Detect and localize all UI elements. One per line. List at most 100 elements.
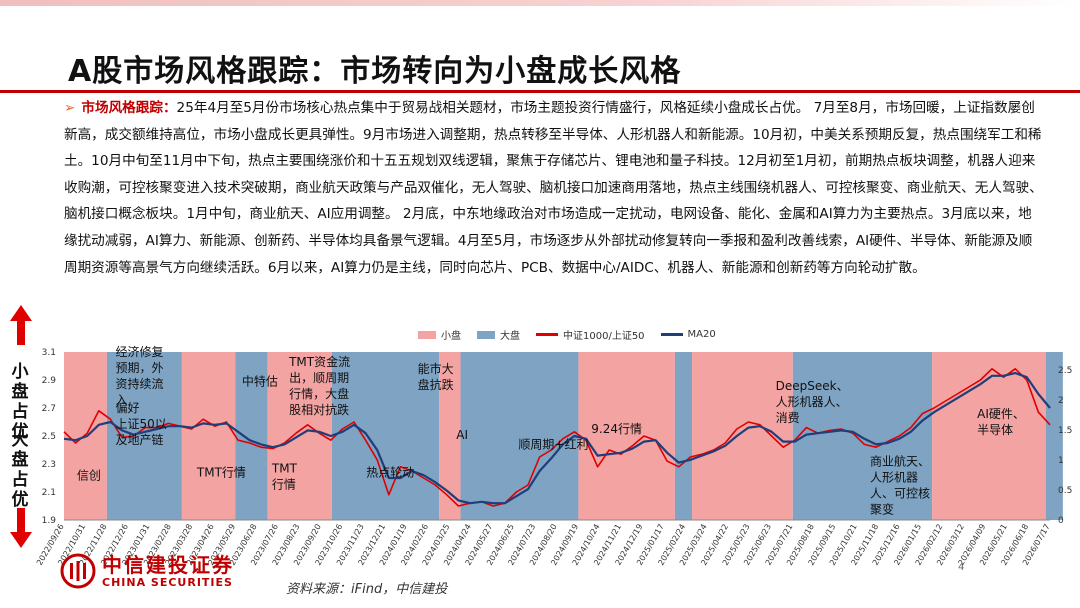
legend-swatch xyxy=(536,333,558,336)
annotation-line: 消费 xyxy=(776,411,800,425)
logo-emblem-icon xyxy=(60,553,96,589)
left-tick-label: 2.3 xyxy=(42,460,56,470)
small-cap-band xyxy=(439,352,461,520)
annotation-line: 盘抗跌 xyxy=(418,377,454,392)
large-cap-band xyxy=(792,352,933,520)
large-cap-band xyxy=(331,352,440,520)
x-tick-label: 2024/01/19 xyxy=(378,523,409,567)
large-cap-band xyxy=(460,352,579,520)
x-tick-label: 2026/07/17 xyxy=(1021,523,1052,567)
chart-annotation: TMT行情 xyxy=(196,466,246,480)
left-tick-label: 2.5 xyxy=(42,432,56,442)
legend-label: 大盘 xyxy=(500,331,520,342)
x-tick-label: 2026/06/18 xyxy=(999,523,1030,567)
annotation-line: 及地产链 xyxy=(115,432,163,447)
x-tick-label: 2024/11/21 xyxy=(592,523,623,567)
source-note: 资料来源：iFind，中信建投 xyxy=(286,582,448,597)
side-label-small-cap: 小盘占优 xyxy=(11,362,29,442)
legend-item-large-cap: 大盘 xyxy=(477,327,520,342)
chart-annotation: 顺周期+红利 xyxy=(518,437,588,452)
small-cap-band xyxy=(267,352,332,520)
chart-annotation: 9.24行情 xyxy=(591,422,642,436)
annotation-line: 上证50以 xyxy=(115,417,166,431)
annotation-line: 商业航天、 xyxy=(870,453,930,468)
right-tick-label: 0.5 xyxy=(1058,486,1072,496)
annotation-line: TMT行情 xyxy=(196,466,246,480)
right-tick-label: 1.5 xyxy=(1058,426,1072,436)
x-tick-label: 2025/10/21 xyxy=(828,523,859,567)
x-tick-label: 2024/10/24 xyxy=(571,523,602,567)
annotation-line: 中特估 xyxy=(242,374,278,389)
x-tick-label: 2026/05/21 xyxy=(978,522,1009,566)
large-cap-band xyxy=(1045,352,1063,520)
x-tick-label: 2025/09/15 xyxy=(807,523,838,567)
legend-swatch xyxy=(418,330,436,339)
chart-annotation: TMT资金流出，顺周期行情，大盘股相对抗跌 xyxy=(288,354,350,417)
annotation-line: 经济修复 xyxy=(115,344,163,359)
small-cap-band xyxy=(692,352,793,520)
x-tick-label: 2025/07/21 xyxy=(764,523,795,567)
x-tick-label: 2024/08/20 xyxy=(528,523,559,567)
annotation-line: 行情，大盘 xyxy=(289,386,349,401)
annotation-line: 顺周期+红利 xyxy=(518,437,588,452)
legend-swatch xyxy=(660,333,683,336)
left-tick-label: 3.1 xyxy=(42,348,56,358)
annotation-line: AI xyxy=(456,428,468,442)
annotation-line: 出，顺周期 xyxy=(289,371,349,385)
side-label-large-cap: 大盘占优 xyxy=(11,430,29,510)
ma20-line xyxy=(63,371,1051,505)
x-tick-label: 2023/09/20 xyxy=(292,523,323,567)
x-tick-label: 2025/04/22 xyxy=(699,523,730,567)
chart-annotation: 中特估 xyxy=(242,374,278,389)
x-tick-label: 2025/11/18 xyxy=(849,523,880,567)
top-accent-bar xyxy=(0,0,1080,6)
chart-annotation: 经济修复预期，外资持续流入 xyxy=(115,344,163,407)
legend-item-ratio: 中证1000/上证50 xyxy=(536,327,645,342)
x-tick-label: 2024/07/23 xyxy=(506,523,537,567)
annotation-line: 热点轮动 xyxy=(366,466,414,480)
ratio-line xyxy=(63,367,1051,507)
page-number: 4 xyxy=(958,562,965,573)
x-tick-label: 2024/03/25 xyxy=(421,523,452,567)
x-tick-label: 2024/12/19 xyxy=(614,523,645,567)
legend-item-ma20: MA20 xyxy=(660,329,716,340)
annotation-line: 人形机器 xyxy=(870,470,918,484)
x-tick-label: 2025/12/16 xyxy=(871,523,902,567)
x-tick-label: 2025/08/18 xyxy=(785,523,816,567)
paragraph-text: 25年4月至5月份市场核心热点集中于贸易战相关题材，市场主题投资行情盛行，风格延… xyxy=(64,100,1043,276)
legend-item-small-cap: 小盘 xyxy=(418,327,461,342)
legend-label: MA20 xyxy=(687,329,716,340)
x-tick-label: 2024/04/24 xyxy=(442,523,473,567)
chart-annotation: AI硬件、半导体 xyxy=(977,407,1025,437)
annotation-line: 半导体 xyxy=(977,423,1013,437)
left-tick-label: 2.1 xyxy=(42,488,56,498)
annotation-line: 聚变 xyxy=(870,501,894,516)
bullet-icon: ➢ xyxy=(64,100,76,116)
x-tick-label: 2023/12/21 xyxy=(356,523,387,567)
annotation-line: 偏好 xyxy=(115,400,139,415)
x-tick-label: 2026/03/12 xyxy=(935,523,966,567)
legend-swatch xyxy=(477,330,495,339)
annotation-line: 行情 xyxy=(272,477,296,491)
chart-annotation: TMT 行情 xyxy=(271,461,298,491)
large-cap-band xyxy=(235,352,268,520)
small-cap-band xyxy=(64,352,107,520)
x-tick-label: 2026/02/12 xyxy=(914,523,945,567)
page-title: A股市场风格跟踪：市场转向为小盘成长风格 xyxy=(68,54,682,89)
annotation-line: TMT xyxy=(271,461,298,475)
chart-annotation: DeepSeek、人形机器人、消费 xyxy=(776,379,849,425)
x-tick-label: 2023/11/23 xyxy=(335,523,366,567)
small-cap-band xyxy=(181,352,236,520)
annotation-line: 股相对抗跌 xyxy=(289,402,349,417)
annotation-line: 信创 xyxy=(77,468,101,482)
x-tick-label: 2024/02/26 xyxy=(399,523,430,567)
x-tick-label: 2024/06/25 xyxy=(485,523,516,567)
left-tick-label: 2.9 xyxy=(42,376,57,386)
large-cap-band xyxy=(106,352,182,520)
x-tick-label: 2024/09/19 xyxy=(549,523,580,567)
paragraph-lead: 市场风格跟踪： xyxy=(81,100,177,116)
annotation-line: 入 xyxy=(115,393,127,407)
small-cap-band xyxy=(578,352,675,520)
annotation-line: 能市大 xyxy=(418,361,454,376)
right-tick-label: 0 xyxy=(1058,516,1064,526)
